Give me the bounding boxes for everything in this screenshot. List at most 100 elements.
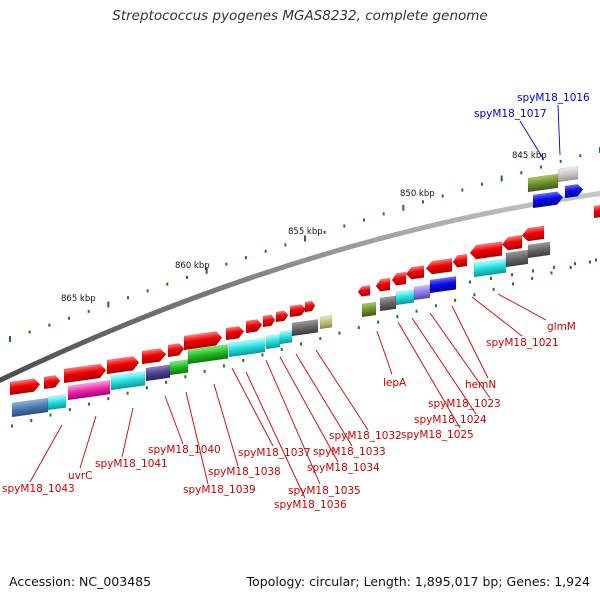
gene-feature <box>527 173 559 193</box>
gene-feature <box>557 165 579 183</box>
label-leader-line <box>429 312 491 399</box>
scale-tick <box>107 301 110 308</box>
scale-tick <box>304 235 306 242</box>
gene-feature <box>395 289 415 306</box>
scale-tick <box>569 265 572 269</box>
label-leader-line <box>451 305 489 379</box>
scale-tick <box>531 276 534 280</box>
gene-label: spyM18_1016 <box>517 92 590 104</box>
gene-label: spyM18_1025 <box>401 429 474 441</box>
scale-tick <box>264 249 267 253</box>
scale-label: 845 kbp <box>512 151 547 161</box>
gene-feature <box>425 258 453 275</box>
scale-tick <box>166 282 169 286</box>
label-leader-line <box>231 367 274 447</box>
scale-tick <box>559 159 562 163</box>
gene-feature <box>413 284 431 301</box>
scale-tick <box>245 256 247 260</box>
scale-tick <box>261 353 264 357</box>
gene-feature <box>9 378 41 396</box>
scale-tick <box>338 331 341 335</box>
scale-tick <box>434 304 437 308</box>
gene-feature <box>169 359 189 376</box>
scale-labels: 845 kbp 850 kbp 855 kbp 860 kbp 865 kbp <box>61 151 547 304</box>
scale-tick <box>184 375 187 379</box>
label-leader-line <box>497 293 547 321</box>
map-title: Streptococcus pyogenes MGAS8232, complet… <box>112 8 488 24</box>
scale-label: 865 kbp <box>61 294 96 304</box>
scale-tick <box>68 408 71 412</box>
label-leader-line <box>245 371 306 499</box>
scale-tick <box>48 323 51 327</box>
gene-feature <box>67 379 111 401</box>
scale-tick <box>126 391 129 395</box>
gene-label: spyM18_1040 <box>148 444 221 456</box>
label-leader-line <box>397 321 461 429</box>
gene-feature <box>593 204 600 219</box>
gene-feature <box>245 319 263 334</box>
gene-feature <box>361 301 377 318</box>
gene-feature <box>167 343 185 358</box>
label-leader-line <box>315 349 369 431</box>
label-leader-line <box>471 296 523 337</box>
scale-tick <box>357 326 360 330</box>
gene-feature <box>501 234 523 251</box>
scale-tick <box>146 289 149 293</box>
scale-tick <box>222 364 225 368</box>
gene-feature <box>469 241 503 260</box>
genome-backbone <box>0 190 600 383</box>
scale-tick <box>165 380 168 384</box>
scale-tick <box>280 347 283 351</box>
gene-feature <box>473 258 507 278</box>
gene-feature <box>505 249 529 268</box>
scale-tick <box>553 265 555 269</box>
scale-tick <box>28 330 31 334</box>
gene-label: spyM18_1023 <box>428 398 501 410</box>
gene-feature <box>429 276 457 294</box>
gene-feature <box>319 315 333 330</box>
scale-tick <box>203 369 206 373</box>
gene-feature <box>228 337 266 358</box>
scale-tick <box>127 296 129 300</box>
label-leader-line <box>164 395 184 445</box>
scale-tick <box>492 287 495 291</box>
gene-feature <box>11 397 49 418</box>
gene-feature <box>262 314 276 328</box>
scale-tick <box>441 194 444 198</box>
label-leader-line <box>519 120 545 161</box>
scale-tick <box>225 262 228 266</box>
label-leader-line <box>295 353 353 447</box>
gene-label: spyM18_1043 <box>2 483 75 495</box>
gene-feature <box>289 304 307 318</box>
scale-tick <box>550 271 553 275</box>
gene-feature <box>183 331 223 351</box>
scale-tick <box>490 276 492 280</box>
scale-tick <box>242 358 245 362</box>
gene-label: spyM18_1017 <box>474 108 547 120</box>
gene-feature <box>110 370 146 391</box>
gene-label: lepA <box>383 377 407 389</box>
scale-label: 850 kbp <box>400 189 435 199</box>
label-leader-line <box>213 383 239 467</box>
gene-label-leaders <box>29 104 561 499</box>
gene-features <box>9 165 600 418</box>
scale-tick <box>363 218 365 222</box>
scale-tick <box>511 273 513 277</box>
scale-tick <box>532 269 534 273</box>
scale-tick <box>589 260 591 264</box>
gene-feature <box>405 265 425 280</box>
gene-feature <box>145 364 171 382</box>
scale-tick <box>500 175 503 182</box>
scale-tick <box>402 204 405 211</box>
gene-feature <box>265 333 281 350</box>
gene-label: spyM18_1033 <box>313 446 386 458</box>
gene-feature <box>452 253 468 268</box>
label-leader-line <box>411 317 477 415</box>
gene-feature <box>63 363 107 384</box>
gene-feature <box>527 241 551 259</box>
gene-label: spyM18_1039 <box>183 484 256 496</box>
gene-label: spyM18_1024 <box>414 414 487 426</box>
scale-tick <box>377 320 380 324</box>
gene-feature <box>564 183 584 199</box>
scale-tick <box>422 200 424 204</box>
